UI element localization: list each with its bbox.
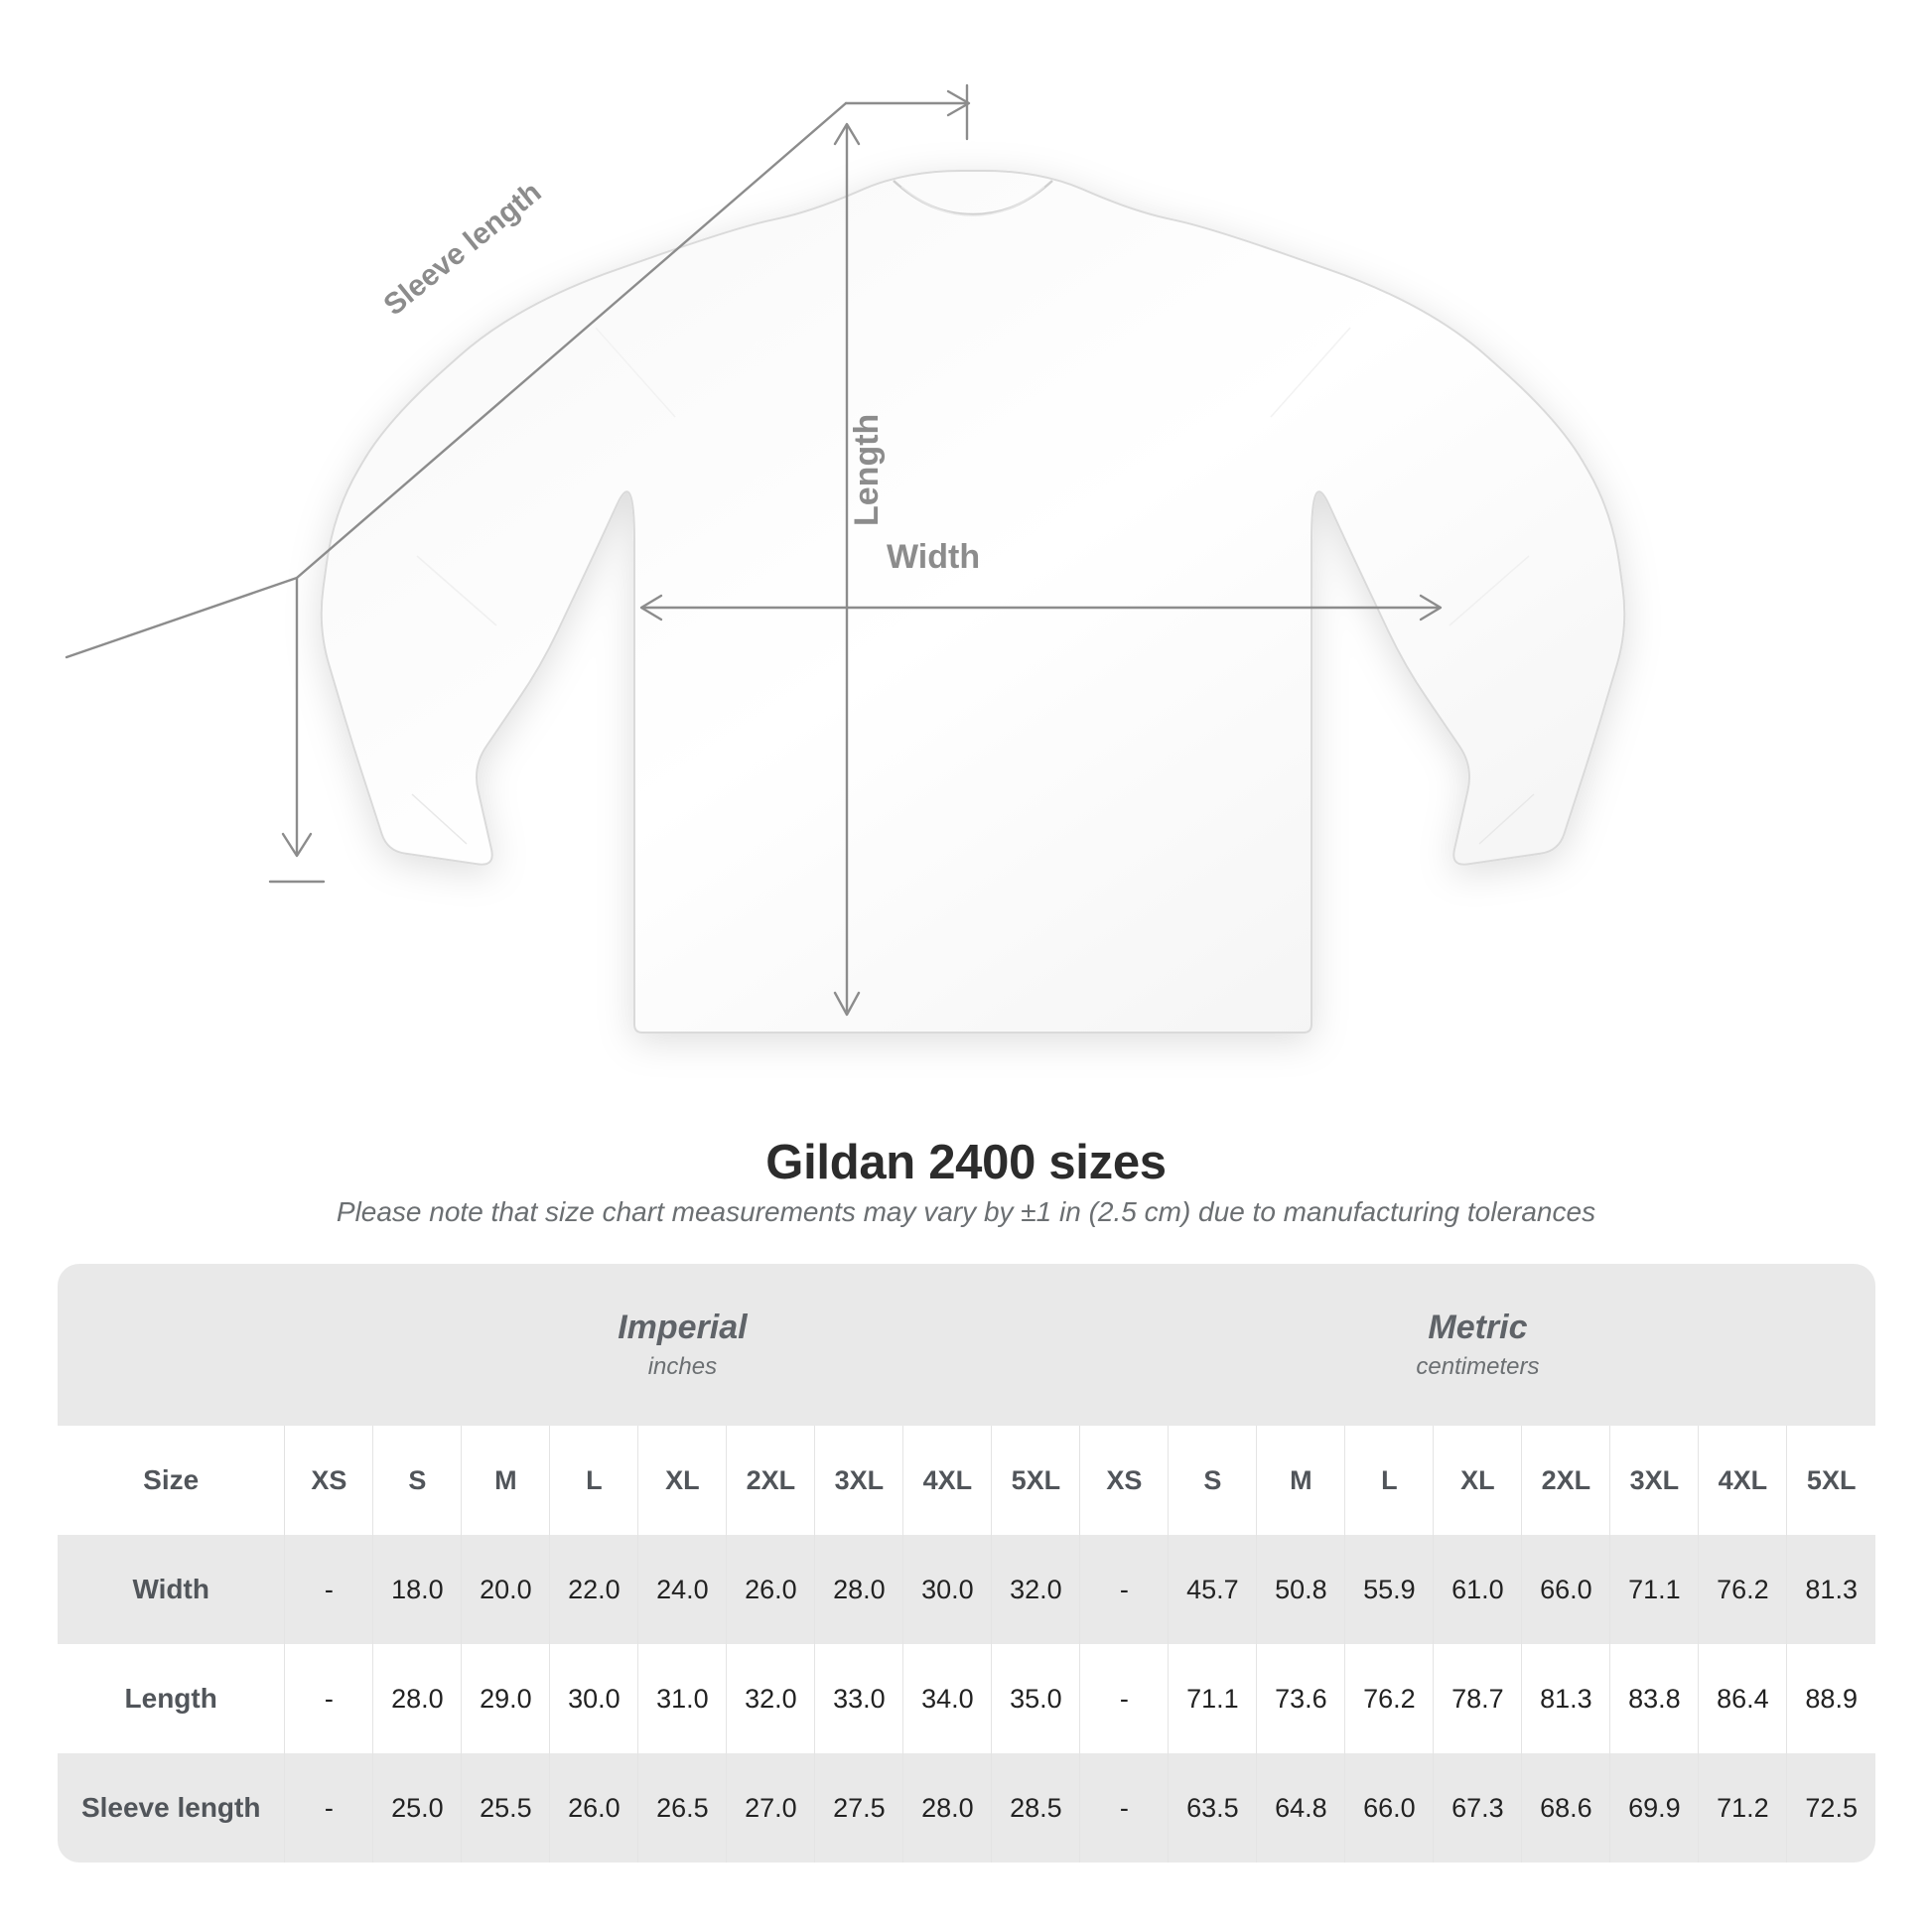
svg-text:Width: Width [887, 538, 980, 576]
svg-text:Sleeve length: Sleeve length [377, 176, 547, 322]
svg-text:Length: Length [848, 414, 886, 526]
